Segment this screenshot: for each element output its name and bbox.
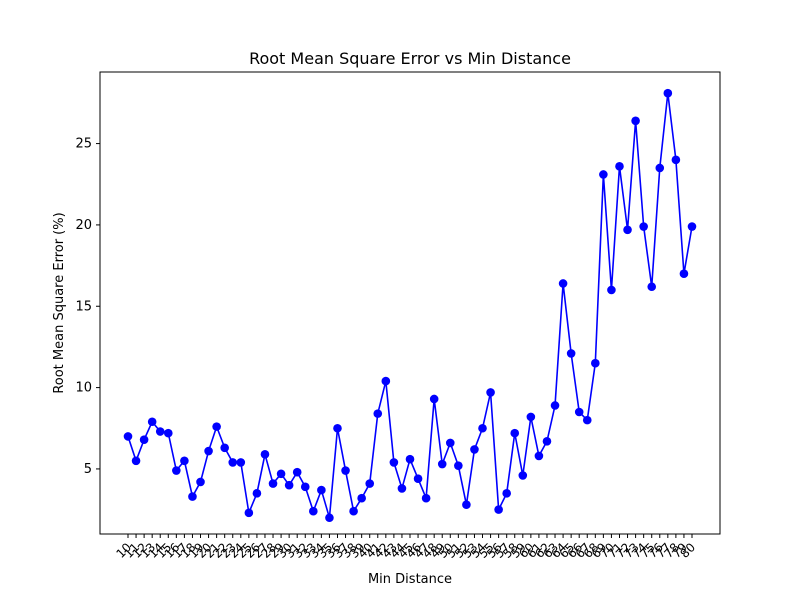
data-point [470, 445, 479, 454]
data-point [671, 155, 681, 165]
data-point [276, 469, 286, 479]
data-point [300, 482, 310, 492]
data-point [163, 428, 173, 438]
data-point [655, 163, 665, 173]
data-point [204, 446, 213, 456]
data-point [421, 493, 431, 503]
data-point [349, 506, 358, 516]
data-point [566, 349, 576, 358]
data-point [502, 489, 511, 498]
data-point [292, 467, 302, 477]
data-point [147, 417, 157, 427]
data-point [631, 116, 640, 126]
data-point [599, 170, 608, 179]
data-point [172, 466, 181, 475]
data-point [405, 454, 415, 464]
data-point [389, 458, 399, 467]
data-point [437, 459, 447, 469]
data-point [123, 432, 133, 441]
data-point [284, 480, 294, 490]
data-point [244, 508, 254, 518]
data-point [317, 485, 326, 495]
data-point [325, 513, 334, 523]
x-axis-label: Min Distance [368, 572, 452, 587]
data-point [139, 435, 149, 444]
data-point [365, 479, 375, 488]
data-point [188, 492, 197, 501]
data-point [526, 412, 536, 422]
data-point [663, 88, 673, 98]
data-point [623, 225, 632, 235]
data-point [196, 477, 205, 487]
data-point [534, 451, 544, 461]
data-point [260, 449, 270, 459]
chart-title: Root Mean Square Error vs Min Distance [249, 49, 571, 68]
data-point [647, 282, 657, 292]
data-point [155, 427, 165, 436]
data-point [309, 506, 318, 516]
data-point [582, 415, 592, 425]
data-point [518, 471, 528, 480]
data-point [357, 493, 366, 503]
data-point [494, 505, 503, 514]
data-point [550, 401, 560, 410]
data-point [478, 423, 487, 433]
y-tick-label: 5 [84, 462, 92, 477]
data-point [679, 269, 689, 279]
data-point [228, 458, 238, 467]
data-point [341, 466, 350, 475]
y-axis-label: Root Mean Square Error (%) [52, 212, 67, 393]
data-point [429, 394, 439, 404]
y-tick-label: 25 [75, 137, 92, 152]
plot-layer: 5101520251011121314151617181920212223242… [75, 71, 721, 561]
data-point [558, 279, 568, 288]
data-point [333, 423, 342, 433]
data-point [445, 438, 455, 448]
data-point [542, 436, 552, 446]
data-point [180, 456, 189, 466]
data-point [639, 222, 648, 231]
y-tick-label: 10 [75, 381, 92, 396]
y-tick-label: 15 [75, 299, 92, 314]
data-point [413, 474, 423, 483]
data-point [462, 500, 471, 510]
data-point [220, 443, 229, 453]
data-point [381, 376, 391, 386]
data-point [607, 285, 616, 295]
data-point [510, 428, 520, 438]
y-tick-label: 20 [75, 218, 92, 233]
data-point [252, 489, 262, 498]
data-point [373, 409, 383, 418]
data-point [236, 458, 246, 467]
data-point [687, 222, 697, 231]
data-point [397, 484, 407, 493]
data-point [486, 388, 495, 397]
data-point [574, 407, 584, 417]
data-point [212, 422, 221, 431]
data-point [615, 162, 624, 171]
data-point [131, 456, 141, 466]
data-point [454, 461, 463, 470]
data-point [268, 479, 278, 488]
data-point [591, 358, 600, 368]
